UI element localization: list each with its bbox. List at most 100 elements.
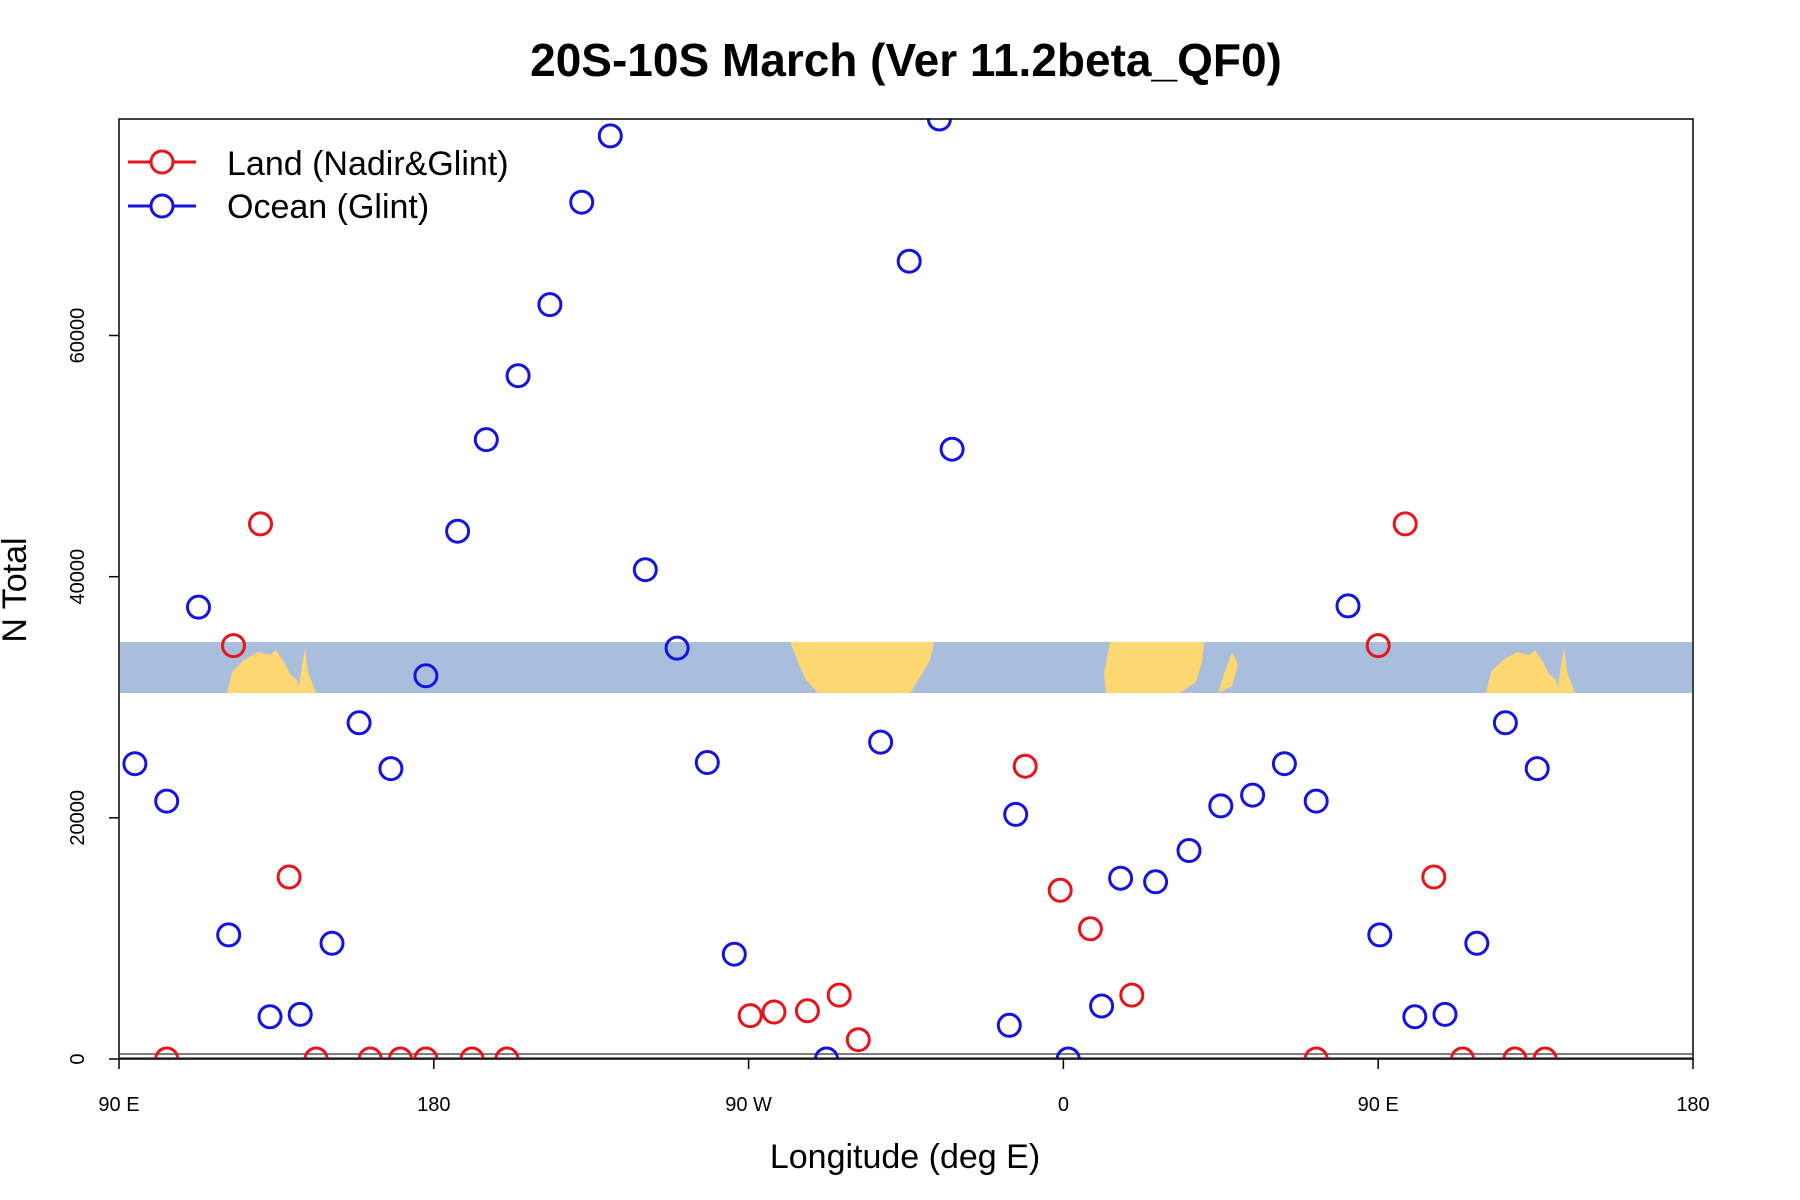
ocean-point-22 (896, 248, 922, 274)
chart-title: 20S-10S March (Ver 11.2beta_QF0) (530, 34, 1282, 86)
land-point-2 (248, 511, 273, 537)
ocean-point-36 (1335, 593, 1361, 619)
ocean-point-2 (186, 594, 211, 620)
ocean-point-34 (1271, 751, 1297, 777)
ocean-point-31 (1176, 838, 1202, 863)
ocean-point-23 (926, 119, 952, 132)
legend-land-marker (149, 149, 175, 175)
ocean-point-28 (1089, 993, 1115, 1019)
x-axis: 90 E 180 90 W 0 90 E 180 (98, 1059, 1710, 1116)
land-point-4 (303, 1046, 329, 1059)
ocean-point-18 (694, 750, 720, 775)
ocean-point-37 (1367, 922, 1393, 948)
ocean-point-6 (319, 930, 345, 956)
x-axis-label: Longitude (deg E) (770, 1138, 1040, 1176)
land-point-10 (737, 1003, 763, 1029)
y-tick-label-2: 40000 (67, 549, 89, 605)
ocean-point-9 (413, 663, 439, 689)
legend: Land (Nadir&Glint) Ocean (Glint) (128, 145, 509, 226)
land-point-24 (1502, 1046, 1528, 1059)
ocean-point-40 (1464, 930, 1490, 956)
ocean-point-38 (1402, 1004, 1428, 1030)
land-point-14 (845, 1027, 871, 1053)
ocean-point-25 (1003, 801, 1029, 827)
ocean-point-35 (1303, 788, 1329, 814)
land-point-11 (761, 999, 787, 1025)
ocean-point-7 (346, 710, 372, 736)
land-point-25 (1532, 1046, 1558, 1059)
land-point-19 (1303, 1046, 1329, 1059)
land-madagascar (1218, 652, 1238, 693)
land-point-13 (826, 982, 852, 1008)
ocean-point-1 (154, 788, 180, 814)
ocean-point-19 (721, 941, 747, 967)
land-australia-1 (227, 650, 300, 693)
ocean-point-14 (569, 189, 595, 215)
ocean-point-20 (814, 1046, 839, 1059)
ocean-point-5 (287, 1001, 313, 1027)
map-strip-land (227, 642, 1575, 693)
x-tick-label-3: 0 (1058, 1094, 1069, 1116)
ocean-point-41 (1492, 710, 1518, 736)
ocean-point-0 (122, 751, 148, 777)
land-point-12 (794, 998, 820, 1024)
map-strip (120, 642, 1692, 693)
land-point-6 (387, 1046, 413, 1059)
land-australia-2 (1486, 650, 1559, 693)
land-cape-york-2 (1557, 648, 1575, 693)
land-point-8 (459, 1046, 485, 1059)
land-point-23 (1450, 1046, 1475, 1059)
land-point-16 (1047, 877, 1073, 903)
land-point-22 (1421, 864, 1447, 890)
land-point-20 (1365, 633, 1391, 659)
ocean-point-3 (216, 922, 242, 948)
ocean-point-32 (1208, 793, 1234, 819)
y-tick-label-3: 60000 (67, 308, 89, 364)
ocean-point-15 (597, 123, 623, 149)
x-tick-label-1: 180 (417, 1094, 450, 1116)
ocean-point-16 (632, 557, 658, 583)
ocean-point-33 (1240, 782, 1266, 808)
ocean-point-26 (996, 1012, 1022, 1038)
ocean-point-11 (473, 427, 499, 453)
land-point-18 (1119, 982, 1145, 1008)
land-point-7 (413, 1046, 439, 1059)
ocean-point-30 (1143, 869, 1169, 895)
ocean-point-27 (1055, 1046, 1081, 1059)
ocean-point-29 (1108, 865, 1134, 891)
land-point-21 (1392, 511, 1418, 537)
plot-frame (118, 118, 1694, 1060)
ocean-point-24 (939, 436, 965, 462)
x-tick-label-2: 90 W (725, 1094, 772, 1116)
land-point-0 (154, 1046, 180, 1059)
land-point-17 (1077, 916, 1103, 942)
ocean-point-42 (1524, 756, 1550, 782)
legend-ocean-marker (149, 193, 175, 219)
land-africa (1104, 642, 1204, 693)
x-tick-label-5: 180 (1676, 1094, 1709, 1116)
ocean-point-21 (868, 729, 894, 755)
legend-ocean-label: Ocean (Glint) (227, 188, 429, 226)
ocean-point-13 (537, 292, 563, 318)
ocean-point-39 (1432, 1001, 1458, 1027)
land-cape-york-1 (298, 648, 316, 693)
x-tick-label-0: 90 E (98, 1094, 139, 1116)
land-point-9 (494, 1046, 520, 1059)
legend-land-label: Land (Nadir&Glint) (227, 145, 509, 183)
ocean-point-8 (378, 756, 404, 782)
y-tick-label-1: 20000 (67, 790, 89, 846)
land-point-1 (221, 633, 246, 659)
y-axis: 0 20000 40000 60000 (67, 308, 119, 1065)
land-point-3 (276, 864, 302, 890)
ocean-point-17 (664, 635, 690, 661)
land-south-america (790, 642, 934, 693)
y-tick-label-0: 0 (67, 1053, 89, 1064)
points-layer (122, 119, 1558, 1059)
ocean-point-4 (257, 1004, 283, 1030)
land-point-15 (1012, 753, 1038, 779)
x-tick-label-4: 90 E (1358, 1094, 1399, 1116)
ocean-point-12 (505, 363, 531, 389)
y-axis-label: N Total (0, 537, 34, 642)
ocean-point-10 (445, 518, 471, 544)
